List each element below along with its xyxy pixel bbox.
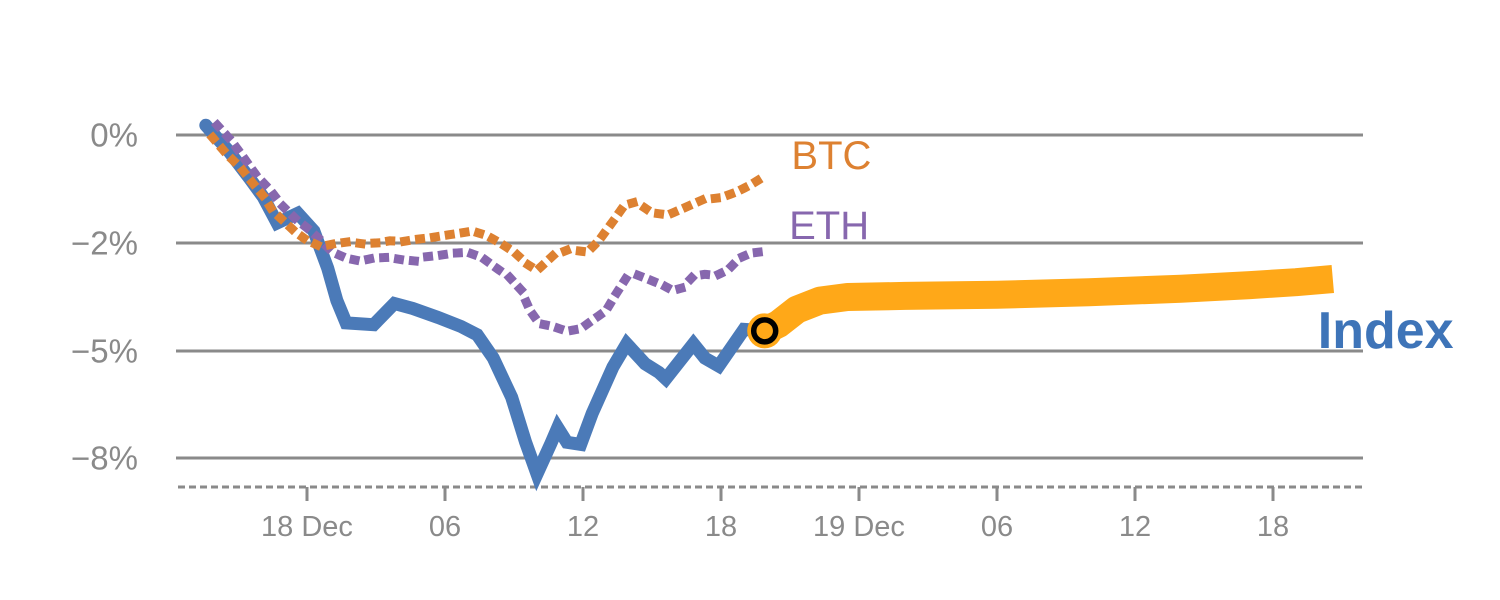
eth-line [210, 118, 766, 336]
y-tick-label: −8% [71, 440, 138, 477]
eth-series-label: ETH [789, 204, 870, 249]
btc-series-label: BTC [791, 133, 872, 178]
x-tick-label: 06 [981, 511, 1013, 543]
x-tick-label: 18 [705, 511, 737, 543]
x-tick-label: 12 [567, 511, 599, 543]
index-projection-line [758, 265, 1335, 344]
index-line [199, 118, 772, 492]
current-point-marker [750, 317, 779, 345]
index-series-label: Index [1317, 302, 1454, 361]
y-tick-label: −2% [71, 225, 138, 262]
x-tick-label: 12 [1119, 511, 1151, 543]
y-tick-label: 0% [90, 117, 138, 154]
y-tick-label: −5% [71, 333, 138, 370]
x-tick-label: 18 [1257, 511, 1289, 543]
btc-line [206, 131, 764, 275]
x-tick-label: 18 Dec [261, 511, 353, 543]
x-tick-label: 06 [429, 511, 461, 543]
x-tick-label: 19 Dec [813, 511, 905, 543]
